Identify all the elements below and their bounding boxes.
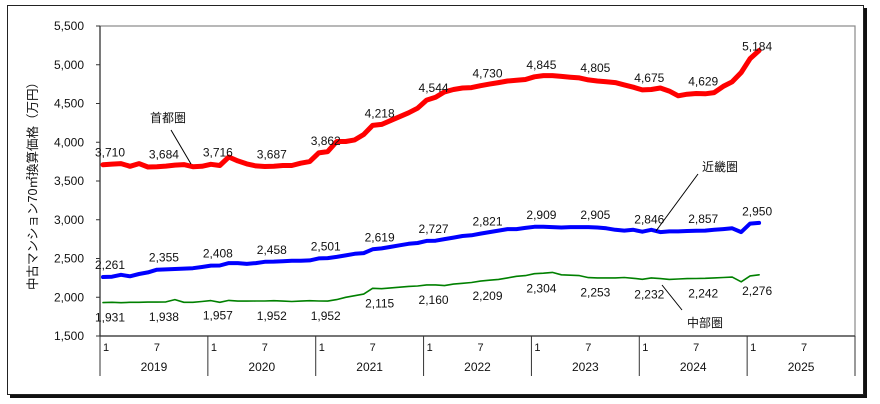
data-label: 4,675 [634, 71, 664, 85]
leader-line [170, 129, 192, 165]
leader-line [661, 284, 683, 311]
month-tick-label: 1 [750, 342, 756, 354]
year-label: 2021 [356, 360, 383, 374]
y-tick-label: 1,500 [54, 329, 84, 343]
data-label: 2,232 [634, 287, 664, 301]
year-label: 2022 [464, 360, 491, 374]
y-tick-label: 4,500 [54, 97, 84, 111]
data-label: 2,261 [95, 258, 125, 272]
data-label: 4,845 [526, 58, 556, 72]
month-tick-label: 7 [801, 342, 807, 354]
month-tick-label: 1 [103, 342, 109, 354]
data-label: 2,501 [311, 239, 341, 253]
year-label: 2023 [572, 360, 599, 374]
data-label: 2,909 [526, 208, 556, 222]
month-tick-label: 7 [154, 342, 160, 354]
y-tick-label: 5,000 [54, 58, 84, 72]
data-label: 4,544 [419, 81, 449, 95]
data-label: 3,710 [95, 146, 125, 160]
data-label: 1,931 [95, 311, 125, 325]
data-label: 2,160 [419, 293, 449, 307]
data-label: 2,253 [580, 286, 610, 300]
data-label: 1,938 [149, 310, 179, 324]
data-label: 1,952 [257, 309, 287, 323]
data-label: 4,730 [472, 67, 502, 81]
data-label: 3,862 [311, 134, 341, 148]
year-label: 2025 [788, 360, 815, 374]
leader-line [655, 173, 699, 232]
data-label: 2,458 [257, 243, 287, 257]
series-annotation-shuto: 首都圏 [150, 111, 186, 125]
series-line-中部圏 [102, 271, 760, 304]
data-label: 1,952 [311, 309, 341, 323]
data-label: 4,629 [688, 75, 718, 89]
month-tick-label: 7 [477, 342, 483, 354]
data-label: 2,408 [203, 247, 233, 261]
data-label: 2,821 [472, 215, 502, 229]
data-label: 3,687 [257, 148, 287, 162]
chart-frame [7, 5, 864, 395]
y-tick-label: 2,000 [54, 290, 84, 304]
data-label: 3,684 [149, 148, 179, 162]
y-tick-label: 5,500 [54, 19, 84, 33]
data-label: 4,805 [580, 61, 610, 75]
data-label: 2,846 [634, 213, 664, 227]
series-line-首都圏 [100, 48, 762, 170]
data-label: 1,957 [203, 309, 233, 323]
series-annotation-kinki: 近畿圏 [702, 160, 738, 174]
data-label: 2,355 [149, 251, 179, 265]
y-tick-label: 3,000 [54, 213, 84, 227]
series-line-近畿圏 [101, 220, 762, 279]
month-tick-label: 1 [319, 342, 325, 354]
month-tick-label: 7 [585, 342, 591, 354]
month-tick-label: 1 [427, 342, 433, 354]
data-label: 2,905 [580, 208, 610, 222]
month-tick-label: 1 [534, 342, 540, 354]
month-tick-label: 7 [693, 342, 699, 354]
month-tick-label: 1 [211, 342, 217, 354]
data-label: 3,716 [203, 145, 233, 159]
data-label: 4,218 [365, 106, 395, 120]
year-label: 2019 [141, 360, 168, 374]
month-tick-label: 1 [642, 342, 648, 354]
month-tick-label: 7 [262, 342, 268, 354]
data-label: 2,209 [472, 289, 502, 303]
y-tick-label: 4,000 [54, 135, 84, 149]
data-label: 2,727 [419, 222, 449, 236]
data-label: 5,184 [742, 40, 772, 54]
data-label: 2,115 [365, 296, 394, 310]
data-label: 2,304 [526, 282, 556, 296]
y-tick-label: 3,500 [54, 174, 84, 188]
month-tick-label: 7 [370, 342, 376, 354]
series-annotation-chubu: 中部圏 [687, 315, 723, 330]
year-label: 2024 [680, 360, 707, 374]
year-label: 2020 [248, 360, 275, 374]
data-label: 2,857 [688, 212, 718, 226]
y-axis-title: 中古マンション70㎡換算価格（万円） [25, 76, 40, 290]
data-label: 2,276 [742, 284, 772, 298]
data-label: 2,619 [365, 230, 395, 244]
data-label: 2,242 [688, 286, 718, 300]
data-label: 2,950 [742, 205, 772, 219]
y-tick-label: 2,500 [54, 252, 84, 266]
